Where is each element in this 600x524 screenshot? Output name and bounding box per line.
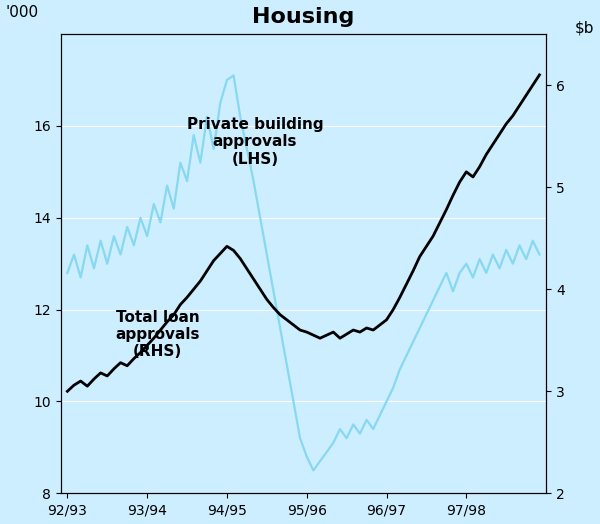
Y-axis label: $b: $b <box>575 20 595 35</box>
Text: Private building
approvals
(LHS): Private building approvals (LHS) <box>187 117 323 167</box>
Y-axis label: '000: '000 <box>5 5 38 20</box>
Text: Total loan
approvals
(RHS): Total loan approvals (RHS) <box>116 310 200 359</box>
Title: Housing: Housing <box>252 7 355 27</box>
